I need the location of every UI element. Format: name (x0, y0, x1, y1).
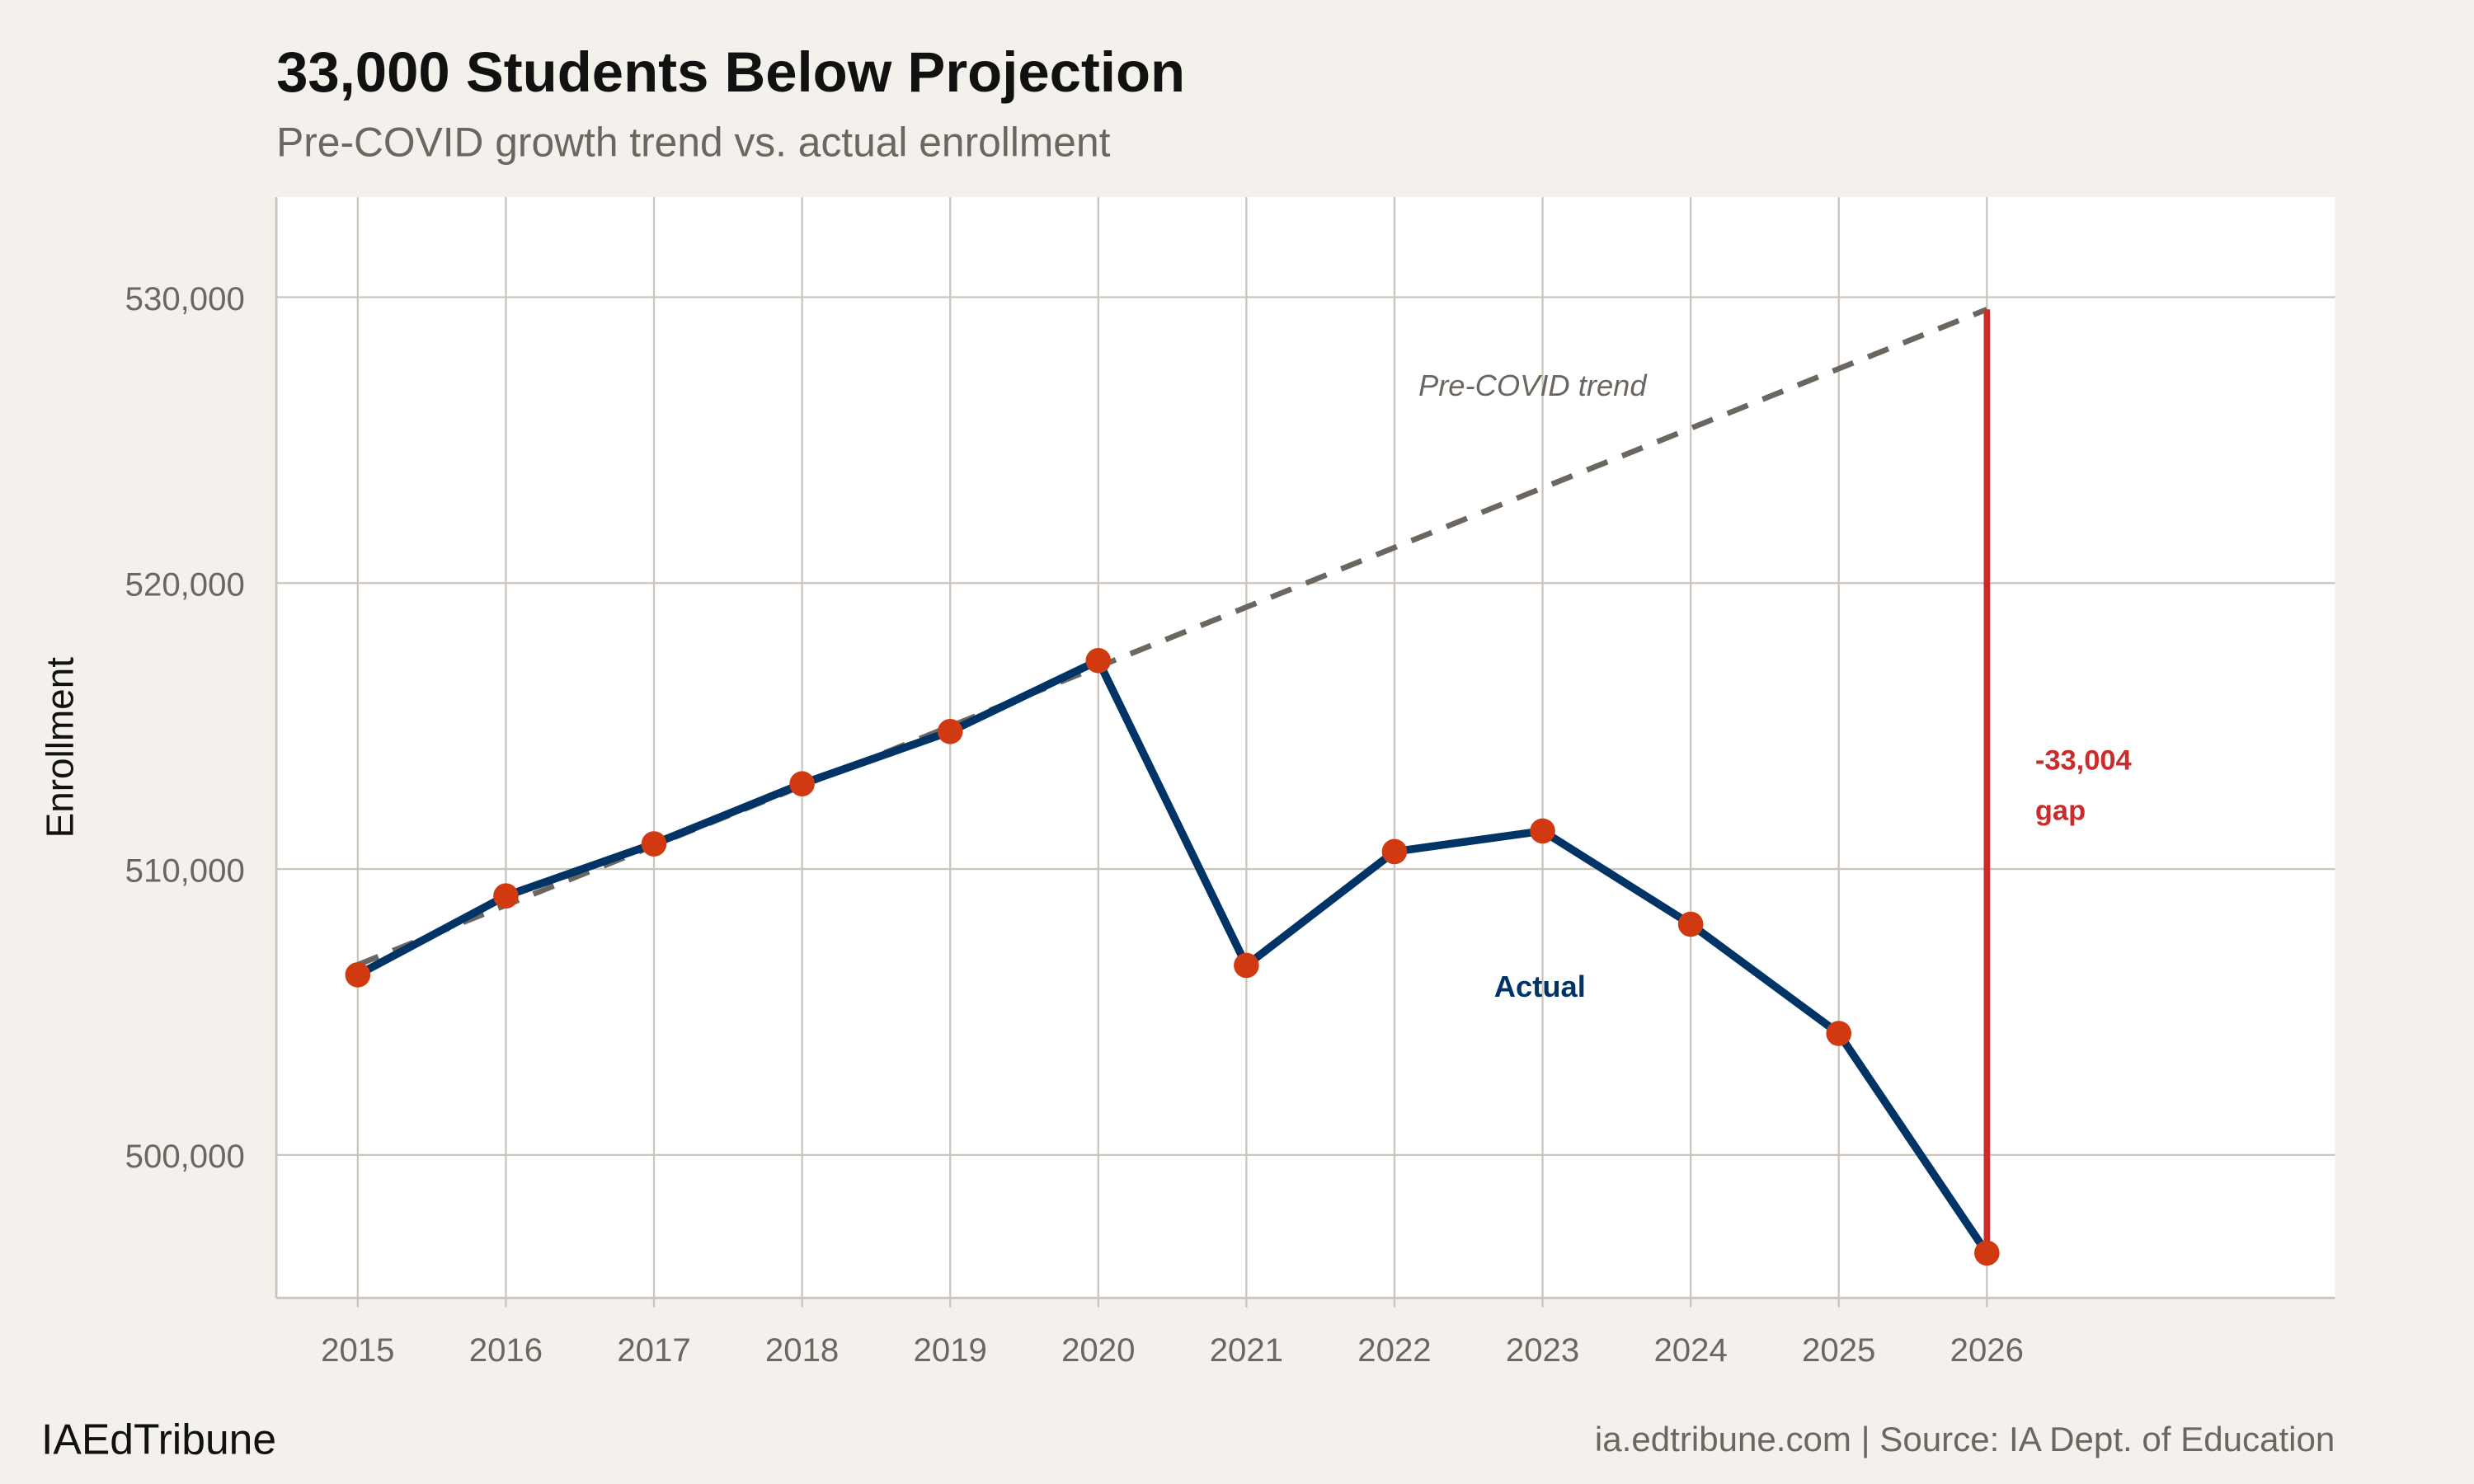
source-credit: ia.edtribune.com | Source: IA Dept. of E… (1595, 1420, 2335, 1458)
trend-line (356, 307, 1988, 968)
actual-point (1234, 952, 1259, 979)
actual-line (355, 656, 1991, 1256)
actual-point (937, 718, 963, 744)
x-tick-label: 2018 (765, 1331, 839, 1369)
y-axis-label: Enrollment (38, 657, 81, 838)
y-tick-label: 500,000 (125, 1138, 245, 1175)
grid (275, 197, 2335, 1308)
x-tick-label: 2019 (914, 1331, 987, 1369)
series (345, 307, 2000, 1266)
x-tick-label: 2020 (1061, 1331, 1135, 1369)
y-tick-label: 520,000 (125, 566, 245, 603)
actual-point (1085, 647, 1112, 674)
y-tick-label: 510,000 (125, 852, 245, 889)
x-tick-label: 2026 (1950, 1331, 2024, 1369)
actual-point (1381, 838, 1408, 865)
actual-point (641, 831, 667, 857)
actual-point (1530, 818, 1555, 844)
chart-title: 33,000 Students Below Projection (276, 40, 1185, 104)
y-tick-label: 530,000 (125, 280, 245, 317)
x-tick-label: 2024 (1653, 1331, 1727, 1369)
actual-point (1974, 1240, 2000, 1266)
x-tick-label: 2025 (1802, 1331, 1875, 1369)
actual-annotation: Actual (1494, 970, 1586, 1003)
brand-logo: IAEdTribune (41, 1416, 276, 1463)
gap-text-label: gap (2035, 796, 2086, 827)
x-tick-label: 2015 (321, 1331, 394, 1369)
y-tick-labels: 500,000 510,000 520,000 530,000 (125, 280, 245, 1175)
x-tick-label: 2017 (617, 1331, 690, 1369)
actual-point (345, 962, 371, 988)
x-tick-label: 2022 (1357, 1331, 1431, 1369)
actual-point (1826, 1021, 1852, 1046)
x-tick-label: 2016 (469, 1331, 543, 1369)
actual-point (1677, 911, 1704, 937)
x-tick-label: 2023 (1506, 1331, 1579, 1369)
trend-annotation: Pre-COVID trend (1418, 369, 1648, 402)
x-tick-label: 2021 (1210, 1331, 1283, 1369)
actual-point (493, 883, 519, 909)
gap-value-label: -33,004 (2035, 744, 2132, 776)
chart-subtitle: Pre-COVID growth trend vs. actual enroll… (276, 119, 1111, 165)
actual-point (789, 771, 815, 797)
plot-area (276, 197, 2335, 1298)
x-tick-labels: 2015 2016 2017 2018 2019 2020 2021 2022 2023 2024… (321, 1331, 2024, 1369)
